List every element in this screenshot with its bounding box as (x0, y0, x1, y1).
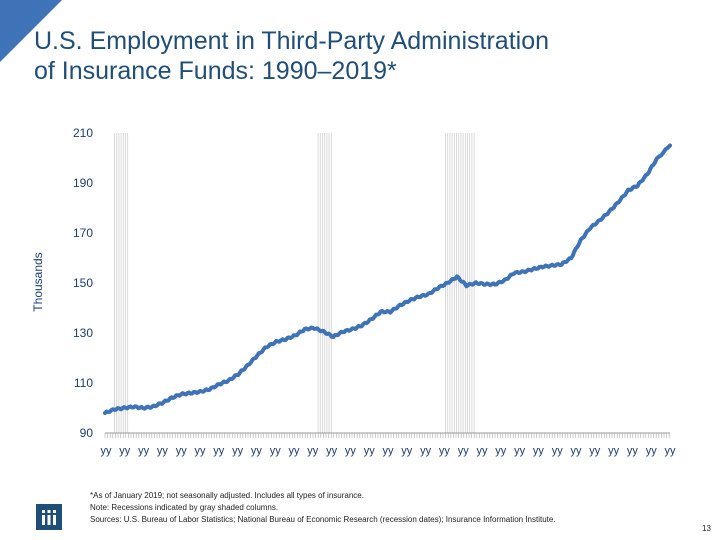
x-tick-label: yy (401, 445, 413, 457)
x-tick-label: yy (571, 445, 583, 457)
x-tick-label: yy (589, 445, 601, 457)
corner-accent (0, 0, 62, 62)
x-tick-label: yy (458, 445, 470, 457)
footnote-asof: *As of January 2019; not seasonally adju… (90, 491, 364, 500)
x-tick-label: yy (101, 445, 113, 457)
y-axis-label: Thousands (31, 252, 45, 312)
x-tick-label: yy (270, 445, 282, 457)
x-tick-label: yy (119, 445, 131, 457)
x-tick-label: yy (439, 445, 451, 457)
employment-series-line (103, 143, 672, 415)
x-tick-label: yy (665, 445, 677, 457)
x-tick-label: yy (307, 445, 319, 457)
page-number: 13 (702, 524, 711, 533)
x-tick-label: yy (533, 445, 545, 457)
slide-title: U.S. Employment in Third-Party Administr… (34, 26, 694, 86)
title-line-1: U.S. Employment in Third-Party Administr… (34, 27, 550, 55)
y-tick-label: 110 (74, 376, 93, 390)
x-tick-label: yy (364, 445, 376, 457)
x-tick-label: yy (326, 445, 338, 457)
iii-logo-icon (36, 504, 62, 530)
y-tick-label: 130 (73, 326, 93, 340)
footnotes: *As of January 2019; not seasonally adju… (90, 490, 556, 526)
x-tick-label: yy (157, 445, 169, 457)
x-tick-label: yy (608, 445, 620, 457)
x-tick-label: yy (420, 445, 432, 457)
recession-band-0 (114, 133, 129, 433)
x-tick-label: yy (289, 445, 301, 457)
x-tick-label: yy (627, 445, 639, 457)
y-tick-label: 210 (73, 126, 93, 140)
footnote-sources: Sources: U.S. Bureau of Labor Statistics… (90, 515, 556, 524)
y-tick-label: 90 (80, 426, 94, 440)
x-tick-label: yy (232, 445, 244, 457)
title-line-2: of Insurance Funds: 1990–2019* (34, 57, 397, 85)
x-tick-label: yy (646, 445, 658, 457)
footnote-recessions: Note: Recessions indicated by gray shade… (90, 503, 279, 512)
x-tick-label: yy (138, 445, 150, 457)
x-axis-minor-ticks (104, 433, 670, 438)
x-tick-label: yy (477, 445, 489, 457)
recession-band-1 (317, 133, 332, 433)
x-tick-label: yy (251, 445, 263, 457)
y-tick-label: 150 (73, 276, 93, 290)
x-tick-label: yy (213, 445, 225, 457)
x-tick-label: yy (176, 445, 188, 457)
x-tick-label: yy (345, 445, 357, 457)
x-tick-label: yy (495, 445, 507, 457)
y-tick-label: 170 (73, 226, 93, 240)
x-tick-label: yy (195, 445, 207, 457)
y-tick-label: 190 (73, 176, 93, 190)
x-tick-label: yy (383, 445, 395, 457)
x-tick-label: yy (514, 445, 526, 457)
x-tick-label: yy (552, 445, 564, 457)
